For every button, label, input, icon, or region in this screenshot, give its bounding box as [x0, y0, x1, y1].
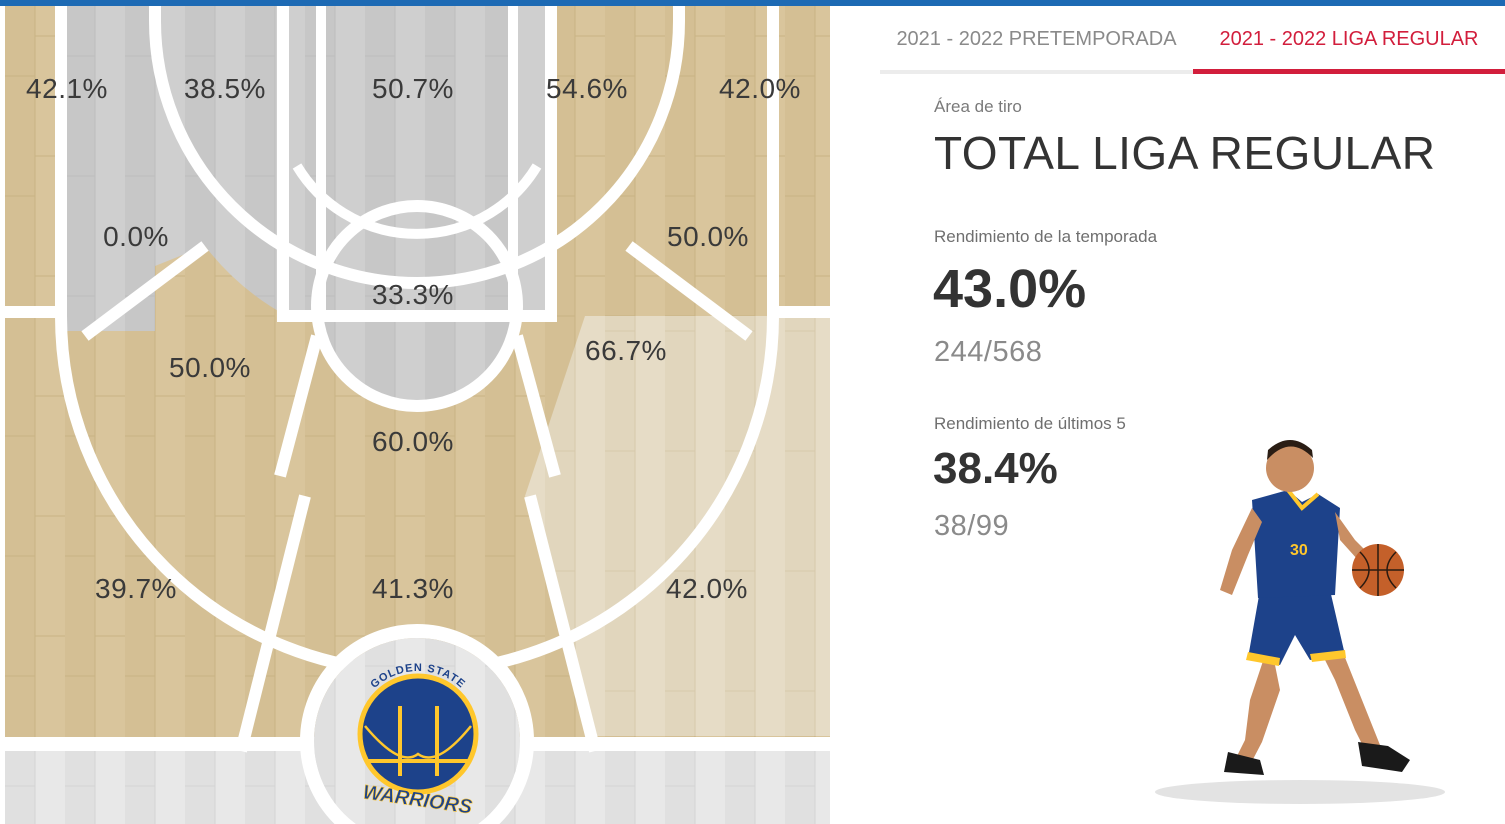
- zone-right-baseline-mid-pct: 54.6%: [546, 73, 628, 104]
- season-performance-label: Rendimiento de la temporada: [934, 227, 1158, 246]
- zone-paint-top-pct: 50.7%: [372, 73, 454, 104]
- shot-area-label: Área de tiro: [934, 97, 1022, 116]
- season-tabs: 2021 - 2022 PRETEMPORADA 2021 - 2022 LIG…: [880, 22, 1505, 74]
- zone-left-wing-mid-pct: 0.0%: [103, 221, 169, 252]
- warriors-logo: GOLDEN STATE WARRIORS: [314, 638, 520, 824]
- zone-left-wing-three-pct: 39.7%: [95, 573, 177, 604]
- last5-performance-ratio: 38/99: [934, 510, 1010, 542]
- shot-area-title: TOTAL LIGA REGULAR: [934, 127, 1436, 179]
- zone-right-corner-three-pct: 42.0%: [719, 73, 801, 104]
- zone-paint-pct: 33.3%: [372, 279, 454, 310]
- zone-top-three-pct: 41.3%: [372, 573, 454, 604]
- zone-left-elbow-pct: 50.0%: [169, 352, 251, 383]
- tab-preseason[interactable]: 2021 - 2022 PRETEMPORADA: [880, 22, 1193, 74]
- season-performance-ratio: 244/568: [934, 336, 1043, 368]
- zone-left-corner-three-pct: 42.1%: [26, 73, 108, 104]
- zone-right-elbow-pct: 66.7%: [585, 335, 667, 366]
- top-accent-bar: [0, 0, 1505, 6]
- court-svg: GOLDEN STATE WARRIORS: [5, 6, 830, 824]
- last5-performance-pct: 38.4%: [933, 444, 1058, 493]
- tab-regular-season[interactable]: 2021 - 2022 LIGA REGULAR: [1193, 22, 1505, 74]
- zone-right-wing-three-pct: 42.0%: [666, 573, 748, 604]
- zone-right-wing-mid-pct: 50.0%: [667, 221, 749, 252]
- zone-top-key-pct: 60.0%: [372, 426, 454, 457]
- svg-text:30: 30: [1290, 542, 1308, 559]
- zone-left-baseline-mid-pct: 38.5%: [184, 73, 266, 104]
- last5-performance-label: Rendimiento de últimos 5: [934, 414, 1126, 433]
- player-photo: 30: [1155, 440, 1445, 804]
- shot-chart-court: GOLDEN STATE WARRIORS 42.1% 38.5% 50.7% …: [5, 6, 830, 824]
- season-performance-pct: 43.0%: [933, 259, 1087, 319]
